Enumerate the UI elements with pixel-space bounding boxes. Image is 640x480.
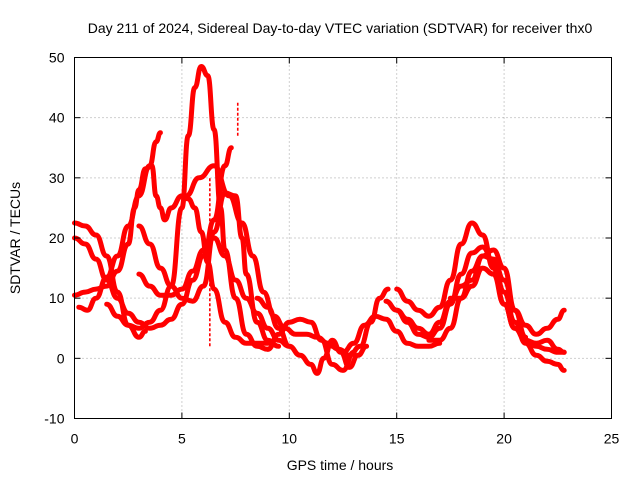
y-tick-label: 20 (49, 230, 65, 246)
series-satellite-track-16 (447, 265, 567, 355)
x-tick-label: 10 (282, 431, 298, 447)
x-tick-label: 20 (496, 431, 512, 447)
y-tick-label: 0 (57, 350, 65, 366)
x-tick-labels: 0 5 10 15 20 25 (71, 431, 620, 447)
series-satellite-track-9 (254, 295, 370, 376)
y-tick-label: 40 (49, 110, 65, 126)
x-axis-label: GPS time / hours (287, 457, 394, 473)
series-satellite-track-7 (136, 235, 292, 349)
series-satellite-track-4 (76, 130, 163, 313)
series-satellite-track-12 (394, 220, 567, 355)
x-tick-label: 25 (604, 431, 620, 447)
axis-ticks (74, 57, 612, 419)
grid-lines (74, 57, 612, 419)
y-axis-label: SDTVAR / TECUs (7, 182, 23, 294)
x-tick-label: 0 (71, 431, 79, 447)
series-satellite-track-13 (394, 244, 567, 373)
series-satellite-track-15 (426, 253, 567, 343)
x-tick-label: 15 (389, 431, 405, 447)
series-satellite-track-2 (72, 145, 234, 331)
x-tick-label: 5 (178, 431, 186, 447)
series-satellite-track-10 (265, 316, 357, 373)
chart-title: Day 211 of 2024, Sidereal Day-to-day VTE… (88, 20, 593, 36)
y-tick-label: 10 (49, 290, 65, 306)
series-satellite-track-14 (383, 247, 529, 340)
y-tick-label: 30 (49, 170, 65, 186)
data-traces (72, 64, 567, 376)
y-tick-label: 50 (49, 50, 65, 66)
y-tick-labels: -10 0 10 20 30 40 50 (44, 50, 64, 427)
series-satellite-track-3 (72, 163, 271, 346)
y-tick-label: -10 (44, 411, 64, 427)
series-satellite-track-8 (183, 163, 391, 358)
series-satellite-track-5 (104, 64, 271, 352)
series-satellite-track-11 (329, 313, 443, 355)
